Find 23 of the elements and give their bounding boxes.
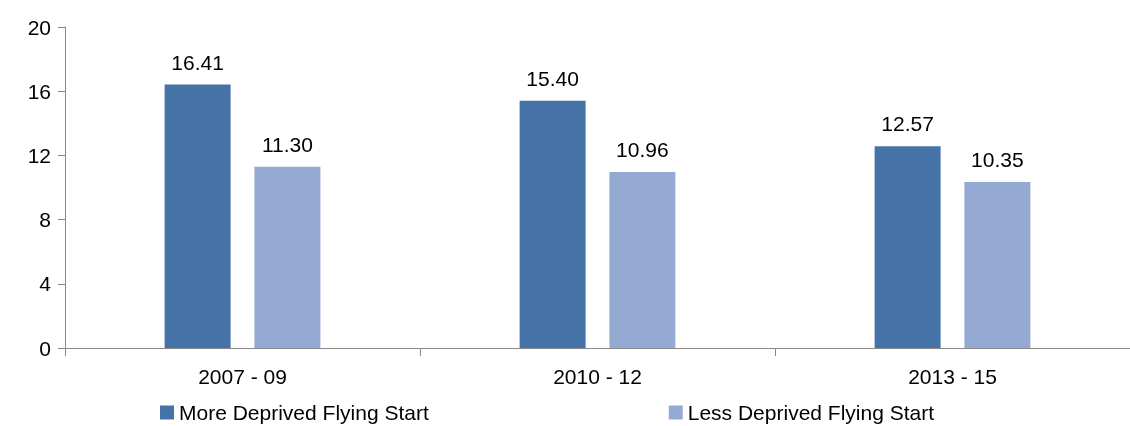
data-label: 12.57 [881, 112, 934, 136]
x-tick-label: 2007 - 09 [198, 365, 287, 388]
legend-label: Less Deprived Flying Start [687, 401, 935, 424]
data-label: 10.35 [971, 147, 1024, 171]
x-tick-label: 2010 - 12 [553, 365, 642, 388]
y-tick-label: 12 [27, 143, 51, 167]
bar [519, 100, 586, 348]
data-label: 15.40 [526, 66, 579, 90]
x-tick-label: 2013 - 15 [908, 365, 997, 388]
bar [609, 172, 676, 348]
bar [164, 84, 231, 348]
data-label: 16.41 [171, 50, 224, 74]
bar [964, 181, 1031, 348]
y-tick-label: 16 [27, 79, 51, 103]
data-label: 11.30 [261, 132, 313, 156]
y-tick-label: 0 [39, 336, 51, 360]
bar [254, 166, 321, 348]
y-tick-label: 4 [39, 272, 52, 296]
y-tick-label: 20 [27, 15, 51, 39]
bar [874, 146, 941, 348]
y-tick-label: 8 [39, 208, 51, 232]
legend-label: More Deprived Flying Start [179, 401, 429, 424]
data-label: 10.96 [616, 138, 669, 162]
